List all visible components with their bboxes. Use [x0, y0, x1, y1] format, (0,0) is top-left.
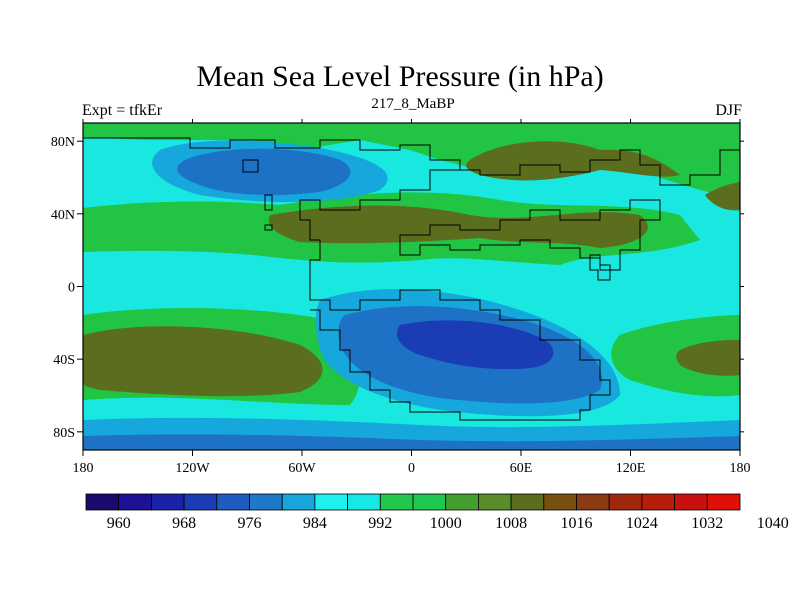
colorbar-label: 1016	[561, 515, 593, 532]
experiment-label: Expt = tfkEr	[82, 102, 163, 119]
island-outline	[242, 159, 259, 173]
x-tick-label: 0	[408, 461, 415, 476]
colorbar-swatch	[118, 493, 152, 511]
south-blue-band-dark	[83, 434, 740, 450]
colorbar-swatch	[510, 493, 545, 511]
colorbar-swatch	[183, 493, 218, 511]
colorbar-label: 1008	[495, 515, 527, 532]
upper-land-outline	[460, 149, 740, 186]
land-outline	[83, 137, 740, 421]
colorbar-label: 984	[303, 515, 327, 532]
northwest-low-mid	[177, 148, 351, 195]
south-green-east	[611, 315, 740, 397]
colorbar-swatch	[314, 493, 348, 511]
colorbar-swatch	[85, 493, 120, 511]
y-tick-label: 40S	[53, 353, 75, 368]
colorbar-swatch	[543, 493, 577, 511]
colorbar-swatch	[249, 493, 283, 511]
y-tick-label: 0	[68, 281, 75, 296]
colorbar-swatch	[412, 493, 447, 511]
south-olive-east	[676, 340, 740, 376]
x-tick-label: 120W	[175, 461, 210, 476]
southern-low-dark	[396, 320, 554, 370]
island-outline-3	[264, 224, 273, 231]
colorbar-swatch	[706, 493, 741, 511]
colorbar-swatch	[379, 493, 414, 511]
middle-land-outline	[399, 199, 661, 271]
midlat-olive-band	[268, 205, 648, 248]
colorbar-label: 1040	[757, 515, 789, 532]
x-tick-label: 180	[730, 461, 751, 476]
x-tick-label: 60E	[510, 461, 533, 476]
colorbar-swatch	[608, 493, 643, 511]
colorbar-swatch	[281, 493, 316, 511]
colorbar-swatch	[477, 493, 512, 511]
x-tick-label: 180	[73, 461, 94, 476]
colorbar-swatch	[347, 493, 381, 511]
colorbar-swatch	[150, 493, 185, 511]
peninsula-outline	[589, 254, 611, 281]
northern-continent-outline	[83, 137, 611, 421]
colorbar-label: 1000	[430, 515, 462, 532]
y-tick-label: 80N	[51, 135, 75, 150]
colorbar-label: 1032	[691, 515, 723, 532]
dataset-label: 217_8_MaBP	[371, 96, 455, 112]
map-title: Mean Sea Level Pressure (in hPa)	[196, 60, 604, 93]
colorbar-swatch	[674, 493, 708, 511]
south-olive-west	[83, 326, 323, 397]
colorbar-swatch	[216, 493, 250, 511]
pressure-field	[83, 123, 740, 450]
colorbar-label: 1024	[626, 515, 658, 532]
colorbar-swatch	[641, 493, 676, 511]
x-tick-label: 120E	[616, 461, 646, 476]
colorbar-swatch	[445, 493, 479, 511]
colorbar: 960 968 976 984 992 1000 1008 1016 1024 1032 1040	[85, 493, 789, 532]
east-olive-patch	[705, 182, 740, 211]
colorbar-label: 960	[107, 515, 131, 532]
y-tick-label: 40N	[51, 208, 75, 223]
y-tick-label: 80S	[53, 426, 75, 441]
north-green-band	[83, 123, 740, 200]
colorbar-label: 976	[238, 515, 262, 532]
season-label: DJF	[715, 102, 742, 119]
latitude-axis: 80N 40N 0 40S 80S	[51, 135, 744, 441]
colorbar-swatch	[576, 493, 610, 511]
island-outline-2	[264, 194, 273, 211]
x-tick-label: 60W	[288, 461, 316, 476]
colorbar-label: 992	[368, 515, 392, 532]
longitude-axis: 180 120W 60W 0 60E 120E 180	[73, 119, 751, 476]
colorbar-label: 968	[172, 515, 196, 532]
